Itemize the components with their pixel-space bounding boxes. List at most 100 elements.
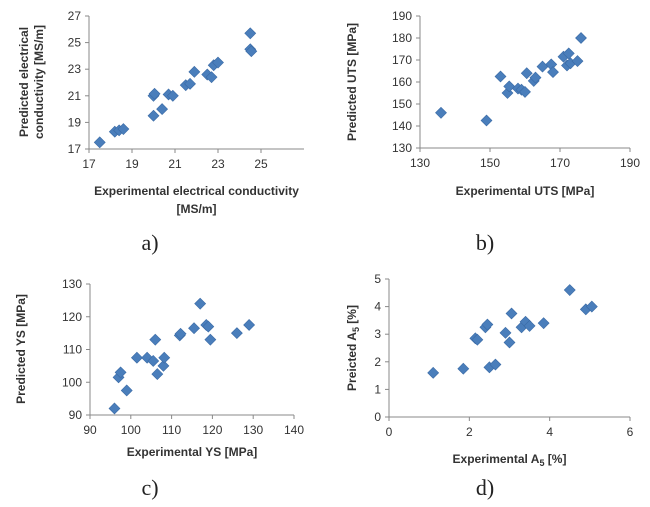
- data-point: [503, 336, 516, 349]
- data-point: [427, 366, 440, 379]
- y-tick-label: 2: [374, 355, 381, 369]
- data-point: [481, 318, 494, 331]
- data-point: [457, 362, 470, 375]
- scatter-panel-1: 17 19 21 23 25 17 19 21 23 25 27 Experimental elect…: [17, 9, 304, 255]
- y-tick-label: 130: [392, 141, 412, 155]
- data-point: [243, 319, 256, 331]
- x-tick-label: 21: [168, 157, 182, 171]
- data-point: [505, 307, 518, 320]
- data-point: [148, 87, 161, 100]
- y-tick-label: 190: [392, 9, 412, 23]
- data-point: [523, 319, 536, 332]
- data-point: [529, 71, 542, 84]
- data-point: [188, 65, 201, 78]
- x-tick-label: 150: [480, 156, 500, 170]
- data-point: [244, 27, 257, 40]
- data-point: [562, 47, 575, 60]
- data-point: [520, 67, 533, 80]
- y-tick-label: 5: [374, 272, 381, 286]
- x-tick-label: 140: [284, 423, 304, 437]
- data-point: [537, 317, 550, 330]
- y-axis-title: Predicted UTS [MPa]: [345, 23, 359, 141]
- data-point: [108, 402, 121, 415]
- scatter-panel-4: 0 2 4 6 0 1 2 3 4 5 Experimental A5 [%] Preicted A5…: [345, 272, 634, 500]
- data-point: [147, 109, 160, 122]
- x-tick-label: 130: [243, 423, 263, 437]
- data-point: [151, 368, 164, 380]
- y-tick-label: 3: [374, 327, 381, 341]
- data-point: [503, 80, 516, 93]
- data-point: [205, 71, 218, 84]
- data-point: [93, 136, 106, 149]
- y-tick-label: 170: [392, 53, 412, 67]
- data-point: [519, 85, 531, 98]
- x-axis-title: Experimental A5 [%]: [453, 452, 567, 468]
- y-tick-label: 0: [374, 410, 381, 424]
- panel-label: c): [141, 475, 158, 500]
- y-tick-label: 110: [63, 343, 82, 357]
- data-point: [130, 351, 143, 364]
- data-point: [194, 297, 207, 310]
- data-point: [480, 114, 493, 127]
- x-axis-title: Experimental YS [MPa]: [127, 445, 258, 459]
- y-tick-label: 140: [392, 119, 412, 133]
- y-tick-label: 25: [68, 36, 82, 50]
- data-point: [471, 333, 484, 346]
- x-tick-label: 170: [550, 156, 570, 170]
- data-point: [174, 327, 187, 340]
- data-point: [202, 320, 215, 333]
- scatter-panel-3: 90 100 110 120 130 140 90 100 110 120 130 Experimen…: [14, 277, 304, 500]
- data-point: [120, 384, 133, 397]
- x-tick-label: 23: [211, 157, 225, 171]
- data-point: [157, 359, 170, 372]
- data-point: [184, 77, 196, 90]
- panel-label: a): [141, 230, 158, 255]
- y-tick-label: 130: [62, 277, 82, 291]
- y-tick-label: 27: [68, 9, 82, 23]
- data-point: [499, 326, 512, 339]
- panel-label: d): [476, 475, 494, 500]
- x-tick-label: 100: [121, 423, 141, 437]
- data-point: [158, 351, 171, 364]
- data-point: [571, 55, 584, 68]
- data-point: [585, 300, 598, 313]
- data-point: [117, 123, 130, 135]
- y-axis-title: conductivity [MS/m]: [32, 25, 46, 139]
- data-point: [188, 322, 200, 335]
- data-point: [435, 106, 447, 119]
- y-tick-label: 17: [68, 142, 82, 156]
- data-point: [547, 66, 559, 79]
- y-tick-label: 100: [62, 375, 82, 389]
- x-axis-title: Experimental UTS [MPa]: [456, 184, 595, 198]
- y-axis-title: Preicted A5 [%]: [345, 305, 361, 391]
- data-point: [489, 358, 502, 371]
- x-tick-label: 190: [620, 156, 640, 170]
- x-tick-label: 2: [466, 425, 473, 439]
- y-tick-label: 150: [392, 97, 412, 111]
- data-point: [114, 366, 127, 379]
- y-tick-label: 19: [68, 115, 82, 129]
- data-point: [563, 284, 576, 296]
- data-point: [141, 351, 154, 364]
- y-tick-label: 4: [374, 300, 381, 314]
- panel-label: b): [476, 230, 494, 255]
- y-tick-label: 1: [374, 382, 381, 396]
- data-point: [230, 327, 243, 340]
- y-tick-label: 120: [62, 310, 82, 324]
- data-point: [575, 32, 587, 44]
- x-axis-title: [MS/m]: [177, 202, 217, 216]
- x-tick-label: 6: [627, 425, 634, 439]
- data-point: [245, 45, 258, 58]
- data-point: [204, 333, 217, 346]
- x-axis-title: Experimental electrical conductivity: [94, 184, 299, 198]
- data-point: [156, 103, 169, 116]
- x-tick-label: 17: [82, 157, 96, 171]
- data-point: [147, 355, 160, 367]
- data-point: [494, 70, 507, 83]
- x-tick-label: 4: [546, 425, 553, 439]
- x-tick-label: 19: [125, 157, 139, 171]
- y-tick-label: 21: [68, 89, 82, 103]
- x-tick-label: 130: [410, 156, 430, 170]
- y-axis-title: Predicted electrical: [17, 27, 31, 137]
- scatter-panel-2: 130 150 170 190 130 140 150 160 170 180 190 Experim…: [345, 9, 640, 255]
